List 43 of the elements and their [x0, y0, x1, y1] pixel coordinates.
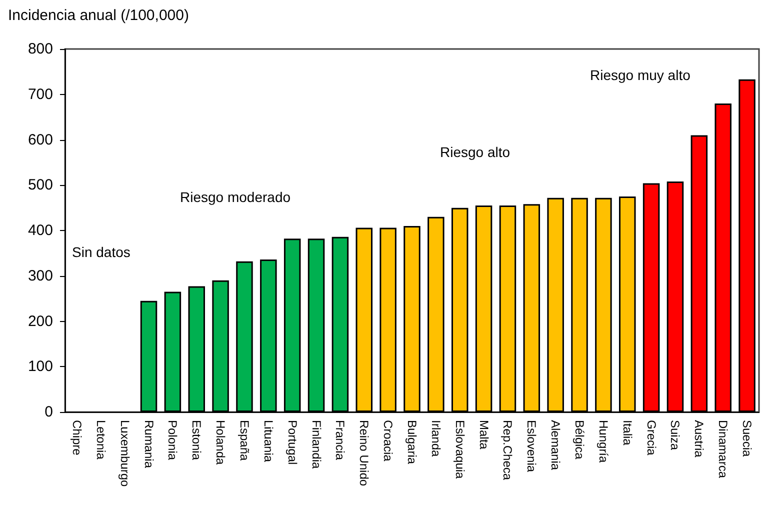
x-tick-label: Rumania: [142, 420, 156, 468]
y-tick-label: 200: [28, 312, 53, 330]
x-tick-label: Irlanda: [428, 420, 443, 458]
annotation: Riesgo moderado: [180, 189, 291, 205]
x-tick-label: Eslovenia: [524, 420, 539, 472]
y-tick-label: 300: [28, 267, 53, 284]
x-tick-label: Portugal: [285, 420, 300, 465]
x-tick-label: Italia: [620, 420, 634, 446]
y-tick-label: 700: [28, 86, 53, 103]
annotation: Sin datos: [72, 244, 130, 260]
y-tick-label: 800: [28, 40, 53, 58]
x-tick-label: Finlandia: [309, 420, 324, 470]
x-tick-label: Dinamarca: [716, 420, 730, 478]
x-tick-label: Holanda: [214, 420, 228, 466]
x-tick-label: Alemania: [548, 420, 563, 470]
x-tick-label: Reino Unido: [357, 420, 372, 486]
x-tick-label: Lituania: [261, 420, 276, 462]
y-tick-label: 100: [28, 358, 53, 376]
y-axis-title: Incidencia anual (/100,000): [8, 7, 189, 24]
x-tick-label: Letonia: [94, 420, 108, 460]
x-tick-label: Suiza: [668, 420, 682, 450]
x-tick-label: Luxemburgo: [118, 420, 132, 488]
y-tick-label: 400: [28, 222, 53, 239]
y-tick-label: 0: [44, 404, 53, 420]
annotation: Riesgo alto: [440, 144, 510, 160]
x-tick-label: Suecia: [740, 420, 754, 458]
x-tick-label: Croacia: [381, 420, 396, 462]
x-tick-label: Grecia: [644, 420, 658, 456]
y-tick-label: 600: [28, 131, 53, 148]
x-tick-label: Estonia: [190, 420, 204, 460]
annotation: Riesgo muy alto: [590, 67, 691, 83]
x-tick-label: Rep.Checa: [500, 420, 515, 480]
x-tick-label: Bélgica: [572, 420, 587, 460]
x-tick-label: Austria: [692, 420, 706, 458]
x-tick-label: España: [237, 420, 252, 462]
x-tick-label: Polonia: [166, 420, 180, 460]
x-tick-label: Francia: [333, 420, 348, 460]
x-tick-label: Eslovaquia: [452, 420, 467, 480]
x-tick-label: Hungría: [596, 420, 610, 464]
y-tick-label: 500: [28, 176, 53, 194]
x-tick-label: Chipre: [70, 420, 84, 456]
x-tick-label: Bulgaria: [405, 420, 419, 464]
x-tick-label: Malta: [476, 420, 491, 450]
